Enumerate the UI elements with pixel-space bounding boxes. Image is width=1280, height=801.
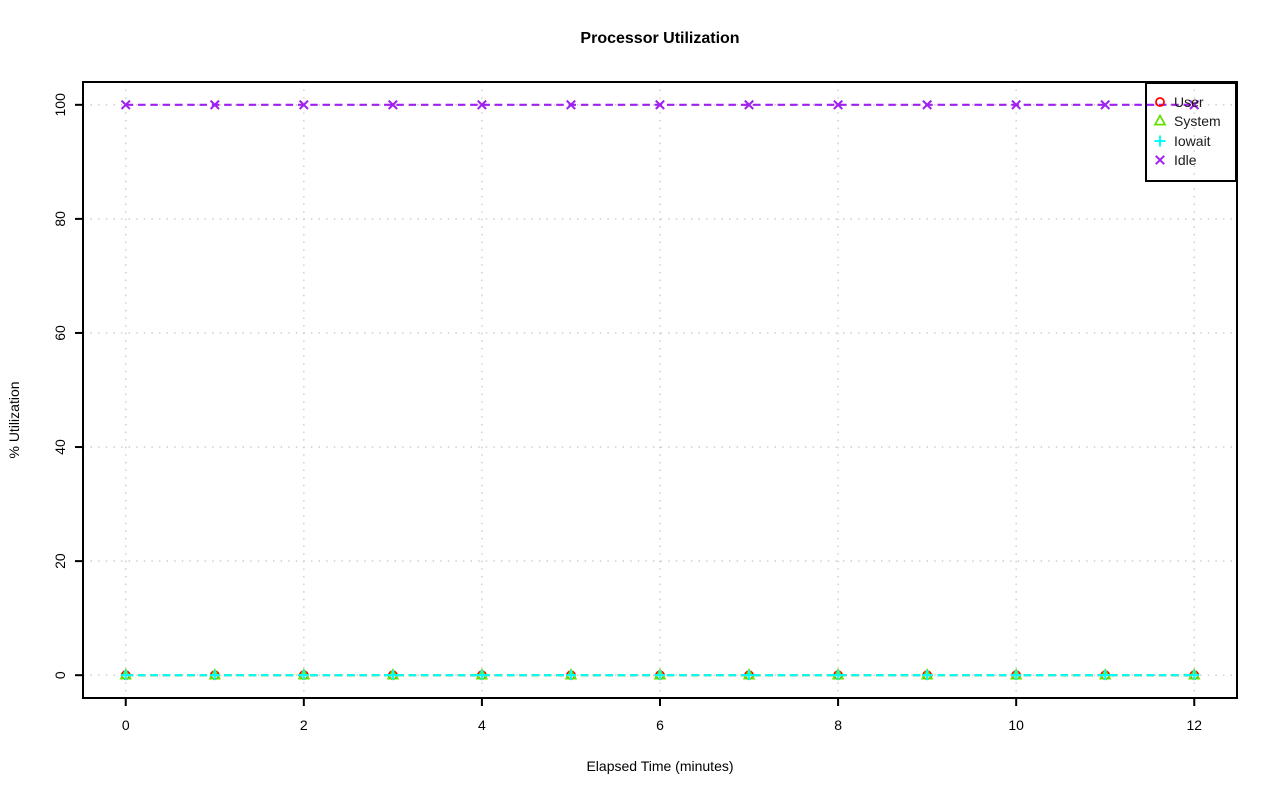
legend-item-iowait: Iowait bbox=[1153, 131, 1235, 151]
circle-marker-icon bbox=[1155, 96, 1165, 107]
x-tick-label: 2 bbox=[300, 717, 308, 733]
y-tick-label: 20 bbox=[52, 553, 68, 569]
x-axis-title: Elapsed Time (minutes) bbox=[586, 758, 734, 774]
data-point-x bbox=[209, 99, 220, 110]
data-point-x bbox=[1100, 99, 1111, 110]
plus-marker-icon bbox=[1154, 135, 1166, 147]
x-tick-label: 12 bbox=[1186, 717, 1202, 733]
data-point-x bbox=[744, 99, 754, 110]
legend-label: User bbox=[1174, 93, 1204, 110]
legend-box: User System Iowait Idle bbox=[1145, 82, 1237, 182]
legend-label: System bbox=[1174, 113, 1221, 130]
data-point-plus bbox=[922, 670, 933, 681]
y-tick-label: 0 bbox=[52, 671, 68, 679]
data-point-plus bbox=[209, 670, 220, 681]
data-point-x bbox=[1011, 99, 1022, 110]
data-point-x bbox=[387, 99, 398, 110]
x-tick-label: 4 bbox=[478, 717, 486, 733]
triangle-marker-icon bbox=[1153, 114, 1167, 126]
data-point-plus bbox=[298, 670, 309, 681]
y-tick-label: 60 bbox=[52, 325, 68, 341]
y-tick-label: 100 bbox=[52, 93, 68, 117]
data-point-plus bbox=[833, 670, 844, 681]
data-point-plus bbox=[120, 670, 131, 681]
x-tick-label: 0 bbox=[122, 717, 130, 733]
data-point-plus bbox=[744, 670, 755, 681]
data-point-plus bbox=[655, 670, 665, 681]
y-tick-label: 80 bbox=[52, 211, 68, 227]
data-point-plus bbox=[565, 670, 576, 681]
data-point-x bbox=[120, 99, 131, 110]
legend-item-user: User bbox=[1153, 92, 1235, 112]
data-point-x bbox=[298, 99, 309, 110]
legend-item-idle: Idle bbox=[1153, 151, 1235, 171]
legend-label: Idle bbox=[1174, 152, 1197, 169]
chart-title: Processor Utilization bbox=[580, 30, 740, 47]
data-point-plus bbox=[1011, 670, 1022, 681]
x-marker-icon bbox=[1155, 155, 1165, 166]
data-point-x bbox=[922, 99, 933, 110]
x-tick-label: 6 bbox=[656, 717, 664, 733]
legend-label: Iowait bbox=[1174, 132, 1211, 149]
data-point-plus bbox=[1100, 670, 1111, 681]
legend-item-system: System bbox=[1153, 112, 1235, 132]
data-point-x bbox=[655, 99, 665, 110]
data-point-plus bbox=[476, 670, 487, 681]
data-point-x bbox=[477, 99, 487, 110]
data-point-plus bbox=[1189, 670, 1200, 681]
data-point-x bbox=[566, 99, 576, 110]
x-tick-label: 10 bbox=[1008, 717, 1024, 733]
data-point-x bbox=[833, 99, 843, 110]
plot-border bbox=[82, 81, 1238, 699]
x-tick-label: 8 bbox=[834, 717, 842, 733]
data-point-x bbox=[1189, 99, 1200, 110]
data-point-plus bbox=[387, 670, 398, 681]
y-tick-label: 40 bbox=[52, 439, 68, 455]
y-axis-title: % Utilization bbox=[6, 381, 22, 459]
